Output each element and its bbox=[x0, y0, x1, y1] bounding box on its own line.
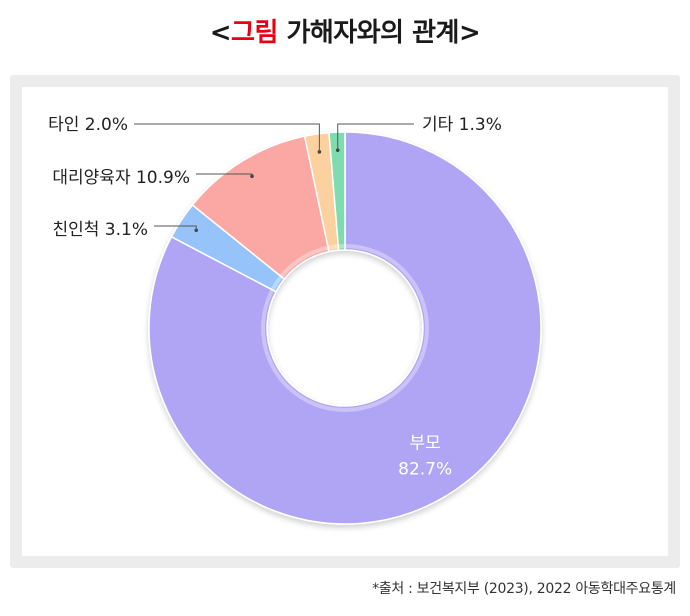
label-parents-name: 부모 bbox=[410, 434, 441, 454]
leader-line-stranger bbox=[134, 123, 320, 152]
label-relatives: 친인척 3.1% bbox=[52, 220, 148, 240]
slice-other bbox=[328, 131, 346, 252]
donut-inner-highlight bbox=[261, 244, 429, 412]
leader-line-foster-carer bbox=[196, 173, 253, 177]
leader-line-relatives bbox=[154, 225, 197, 231]
leader-line-other bbox=[337, 123, 414, 151]
label-foster-carer: 대리양육자 10.9% bbox=[52, 168, 190, 188]
title-highlight: 그림 bbox=[231, 18, 278, 48]
title-rest: 가해자와의 관계 bbox=[286, 18, 459, 48]
label-other: 기타 1.3% bbox=[422, 115, 502, 135]
title-open-bracket: < bbox=[209, 18, 232, 48]
slice-parents bbox=[148, 131, 542, 525]
label-parents-value: 82.7% bbox=[398, 460, 452, 480]
source-note: *출처 : 보건복지부 (2023), 2022 아동학대주요통계 bbox=[372, 581, 676, 597]
label-stranger: 타인 2.0% bbox=[48, 115, 128, 135]
title-close-bracket: > bbox=[458, 18, 481, 48]
chart-title: <그림 가해자와의 관계> bbox=[0, 12, 690, 49]
